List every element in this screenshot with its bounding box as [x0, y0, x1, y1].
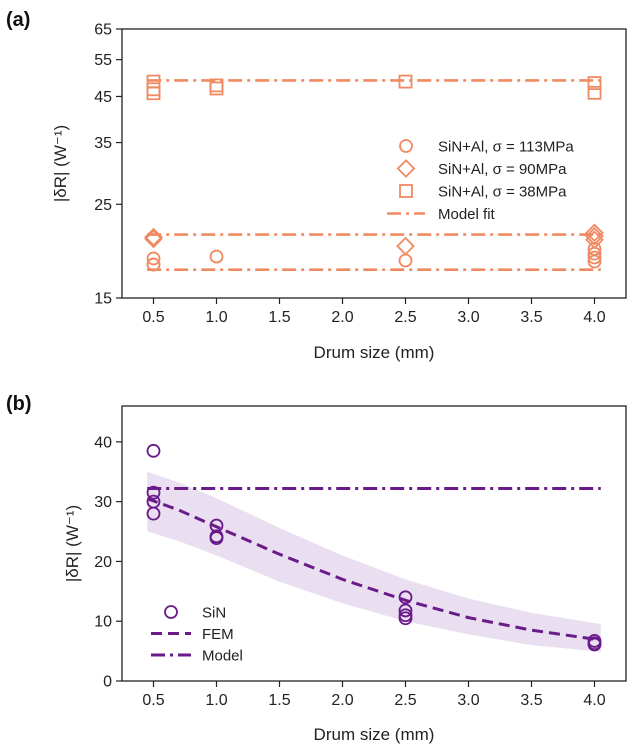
- diamond-point: [585, 226, 604, 246]
- x-tick-label: 1.0: [205, 309, 227, 326]
- circle-point: [209, 249, 224, 264]
- fem-uncertainty-band: [147, 471, 601, 653]
- legend-label: SiN: [202, 605, 226, 622]
- x-tick-label: 2.0: [331, 309, 353, 326]
- circle-point: [146, 251, 161, 266]
- legend-circle-marker: [164, 605, 178, 619]
- square-point: [146, 82, 161, 97]
- x-tick-label: 2.0: [331, 692, 353, 709]
- panel-a: (a) 0.5 1.0 1.5 2.0 2.5 3.0 3.5 4.0 15 25 35 45 55 6…: [6, 9, 627, 362]
- y-tick-label: 45: [94, 89, 112, 106]
- sin-point: [209, 531, 224, 546]
- x-tick-label: 2.5: [394, 692, 416, 709]
- panel-a-frame: [121, 28, 627, 299]
- sin-point: [146, 506, 161, 521]
- x-tick-label: 3.0: [457, 692, 479, 709]
- y-tick-label: 55: [94, 52, 112, 69]
- circle-point: [146, 257, 161, 272]
- diamond-point: [144, 227, 163, 247]
- panel-b-label: (b): [6, 393, 32, 415]
- x-tick-label: 3.5: [520, 692, 542, 709]
- legend-label: Model fit: [438, 206, 496, 223]
- panel-b: (b) 0.5 1.0 1.5 2.0 2.5 3.0 3.5 4.0 0 10 20 30 40 D…: [6, 393, 627, 744]
- legend-label: FEM: [202, 626, 234, 643]
- x-tick-label: 4.0: [583, 692, 605, 709]
- panel-b-y-axis-label: |δR| (W⁻¹): [63, 505, 82, 582]
- x-tick-label: 3.5: [520, 309, 542, 326]
- y-tick-label: 65: [94, 22, 112, 39]
- y-tick-label: 35: [94, 135, 112, 152]
- x-tick-label: 2.5: [394, 309, 416, 326]
- diamond-point: [585, 223, 604, 243]
- panel-a-y-axis-label: |δR| (W⁻¹): [51, 125, 70, 202]
- diamond-point: [144, 229, 163, 249]
- y-tick-label: 30: [94, 494, 112, 511]
- y-tick-label: 40: [94, 434, 112, 451]
- x-tick-label: 1.0: [205, 692, 227, 709]
- panel-b-frame: [121, 405, 627, 682]
- legend-label: SiN+Al, σ = 113MPa: [438, 139, 574, 156]
- circle-point: [398, 253, 413, 268]
- panel-b-x-axis-label: Drum size (mm): [314, 725, 435, 744]
- x-tick-label: 4.0: [583, 309, 605, 326]
- sin-point: [398, 590, 413, 605]
- y-tick-label: 15: [94, 291, 112, 308]
- square-point: [587, 85, 602, 100]
- sin-point: [587, 637, 602, 652]
- square-point: [146, 86, 161, 101]
- sin-point: [398, 603, 413, 618]
- x-tick-label: 1.5: [268, 692, 290, 709]
- x-tick-label: 3.0: [457, 309, 479, 326]
- legend-label: SiN+Al, σ = 38MPa: [438, 184, 567, 201]
- sin-point: [146, 485, 161, 500]
- legend-diamond-marker: [396, 159, 416, 178]
- legend-label: SiN+Al, σ = 90MPa: [438, 161, 567, 178]
- x-tick-label: 0.5: [142, 692, 164, 709]
- panel-a-label: (a): [6, 9, 30, 31]
- y-tick-label: 25: [94, 197, 112, 214]
- legend-circle-marker: [399, 139, 413, 153]
- y-tick-label: 0: [103, 674, 112, 691]
- square-point: [587, 76, 602, 90]
- sin-point: [398, 611, 413, 626]
- diamond-point: [585, 230, 604, 250]
- square-point: [398, 74, 413, 89]
- y-tick-label: 20: [94, 554, 112, 571]
- panel-a-x-axis-label: Drum size (mm): [314, 343, 435, 362]
- diamond-point: [396, 236, 415, 256]
- legend-square-marker: [399, 184, 413, 198]
- sin-point: [146, 443, 161, 458]
- legend-label: Model: [202, 648, 243, 665]
- square-point: [209, 78, 224, 93]
- square-point: [209, 81, 224, 96]
- x-tick-label: 0.5: [142, 309, 164, 326]
- circle-point: [587, 242, 602, 256]
- panel-b-legend: SiN FEM Model: [151, 605, 243, 665]
- square-point: [146, 74, 161, 89]
- circle-point: [587, 250, 602, 265]
- y-tick-label: 10: [94, 614, 112, 631]
- x-tick-label: 1.5: [268, 309, 290, 326]
- fem-line: [146, 497, 602, 642]
- panel-a-legend: SiN+Al, σ = 113MPa SiN+Al, σ = 90MPa SiN+A…: [387, 139, 574, 223]
